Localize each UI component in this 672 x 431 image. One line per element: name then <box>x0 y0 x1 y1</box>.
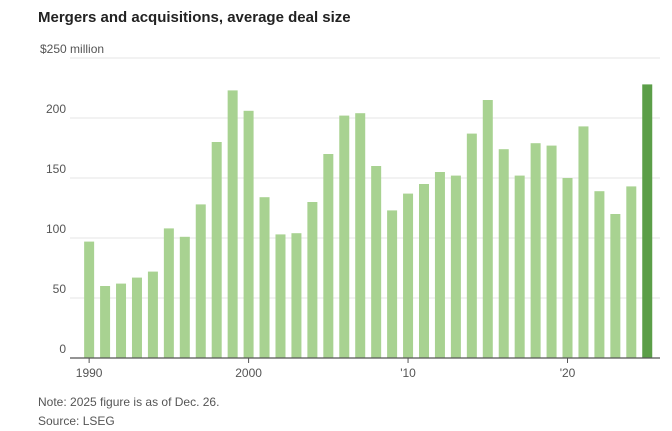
bar <box>626 186 637 358</box>
x-tick-label: '10 <box>400 366 416 380</box>
bar <box>195 204 206 358</box>
bar <box>84 241 95 358</box>
x-tick-label: '20 <box>560 366 576 380</box>
source: Source: LSEG <box>38 414 115 428</box>
bar <box>131 277 142 358</box>
bar <box>434 172 445 358</box>
bar <box>594 191 605 358</box>
bar <box>419 184 429 358</box>
bar <box>530 143 541 358</box>
bar <box>450 175 461 358</box>
bar <box>116 283 127 358</box>
bar <box>211 142 222 358</box>
bar <box>403 193 414 358</box>
bar <box>578 126 589 359</box>
y-tick-label: 200 <box>46 102 66 116</box>
bar <box>275 234 286 358</box>
chart-title: Mergers and acquisitions, average deal s… <box>38 9 351 26</box>
bar <box>227 90 238 359</box>
bar <box>371 166 382 358</box>
note: Note: 2025 figure is as of Dec. 26. <box>38 395 219 409</box>
bar <box>179 236 190 358</box>
bar <box>387 210 398 358</box>
y-tick-label: 0 <box>59 342 66 356</box>
y-tick-label: 150 <box>46 162 66 176</box>
y-tick-label: 100 <box>46 222 66 236</box>
bar <box>339 115 350 358</box>
bar <box>498 149 509 358</box>
bar <box>482 100 493 358</box>
y-tick-label: 50 <box>53 282 67 296</box>
x-tick-label: 2000 <box>235 366 262 380</box>
bar <box>147 271 158 358</box>
bar <box>163 228 174 358</box>
x-tick-label: 1990 <box>76 366 103 380</box>
bar <box>259 197 270 358</box>
bar <box>323 154 334 358</box>
bar <box>291 233 302 358</box>
bar <box>642 84 653 359</box>
bar <box>466 133 477 358</box>
bar <box>100 286 111 358</box>
bar <box>610 214 621 358</box>
bar <box>546 145 557 358</box>
bar <box>514 175 525 358</box>
y-tick-label: $250 million <box>40 42 104 56</box>
bar <box>243 110 254 358</box>
bar <box>307 202 318 358</box>
bar <box>562 178 573 358</box>
bar <box>355 113 366 358</box>
